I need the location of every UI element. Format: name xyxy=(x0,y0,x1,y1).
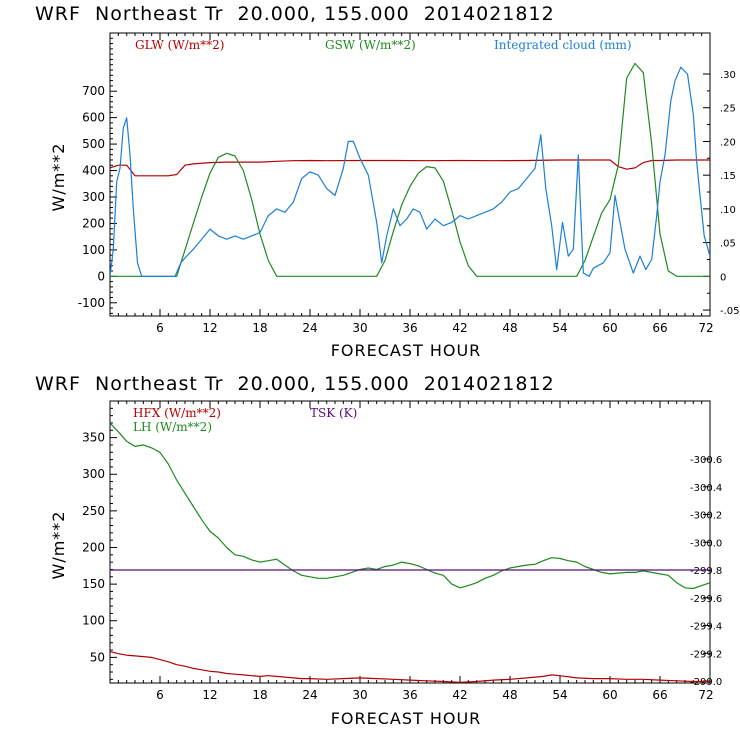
y2-tick-label: -299.2 xyxy=(690,649,722,660)
chart-title: WRF Northeast Tr 20.000, 155.000 2014021… xyxy=(35,3,555,25)
y-tick-label: 300 xyxy=(82,190,105,204)
x-tick-label: 30 xyxy=(352,688,367,702)
y2-tick-label: .20 xyxy=(720,137,736,148)
series-line-red xyxy=(110,650,710,683)
x-tick-label: 54 xyxy=(552,688,567,702)
x-tick-label: 48 xyxy=(502,688,517,702)
x-tick-label: 36 xyxy=(402,688,417,702)
y-tick-label: 300 xyxy=(82,467,105,481)
y2-tick-label: -299.4 xyxy=(690,622,722,633)
legend-gsw: GSW (W/m**2) xyxy=(325,38,416,52)
y-tick-label: 100 xyxy=(82,243,105,257)
y-tick-label: 0 xyxy=(97,269,105,283)
y2-tick-label: -300.4 xyxy=(690,483,722,494)
y2-tick-label: -299.8 xyxy=(690,566,722,577)
y2-tick-label: .25 xyxy=(720,104,736,115)
y-tick-label: 500 xyxy=(82,137,105,151)
y2-tick-label: 0 xyxy=(720,272,726,283)
y2-tick-label: -.05 xyxy=(720,306,740,317)
y-tick-label: 250 xyxy=(82,504,105,518)
y-axis-label: W/m**2 xyxy=(49,143,68,212)
y-tick-label: 350 xyxy=(82,431,105,445)
panel-bottom: WRF Northeast Tr 20.000, 155.000 2014021… xyxy=(35,373,722,728)
x-tick-label: 60 xyxy=(602,321,617,335)
x-tick-label: 12 xyxy=(202,688,217,702)
x-tick-label: 66 xyxy=(652,688,667,702)
x-tick-label: 18 xyxy=(252,688,267,702)
legend-cloud: Integrated cloud (mm) xyxy=(494,38,632,52)
x-tick-label: 72 xyxy=(698,321,713,335)
y2-tick-label: .15 xyxy=(720,171,736,182)
series-line-green xyxy=(110,62,710,277)
x-tick-label: 36 xyxy=(402,321,417,335)
x-tick-label: 24 xyxy=(302,321,317,335)
legend-tsk: TSK (K) xyxy=(310,406,357,420)
x-axis-label: FORECAST HOUR xyxy=(331,709,482,728)
x-tick-label: 6 xyxy=(156,321,164,335)
x-tick-label: 60 xyxy=(602,688,617,702)
x-tick-label: 66 xyxy=(652,321,667,335)
series-line-green xyxy=(110,422,710,590)
x-tick-label: 42 xyxy=(452,321,467,335)
y-tick-label: 50 xyxy=(90,650,105,664)
series-line-red xyxy=(110,159,710,177)
legend-lh: LH (W/m**2) xyxy=(133,420,212,434)
x-tick-label: 48 xyxy=(502,321,517,335)
x-tick-label: 12 xyxy=(202,321,217,335)
y2-tick-label: -299.0 xyxy=(690,677,722,688)
y-tick-label: 400 xyxy=(82,164,105,178)
y2-tick-label: .05 xyxy=(720,239,736,250)
legend-glw: GLW (W/m**2) xyxy=(135,38,224,52)
plot-frame xyxy=(109,400,711,684)
x-tick-label: 30 xyxy=(352,321,367,335)
y2-tick-label: -299.6 xyxy=(690,594,722,605)
y-tick-label: 200 xyxy=(82,216,105,230)
y2-tick-label: -300.0 xyxy=(690,538,722,549)
series-line-blue xyxy=(110,66,710,277)
x-tick-label: 6 xyxy=(156,688,164,702)
x-tick-label: 42 xyxy=(452,688,467,702)
y-tick-label: 600 xyxy=(82,111,105,125)
y-axis-label: W/m**2 xyxy=(49,511,68,580)
y-tick-label: 200 xyxy=(82,540,105,554)
y-tick-label: -100 xyxy=(78,296,105,310)
chart-title: WRF Northeast Tr 20.000, 155.000 2014021… xyxy=(35,373,555,395)
y2-tick-label: .30 xyxy=(720,70,736,81)
panel-top: WRF Northeast Tr 20.000, 155.000 2014021… xyxy=(35,3,740,360)
y2-tick-label: -300.2 xyxy=(690,511,722,522)
x-tick-label: 72 xyxy=(698,688,713,702)
y-tick-label: 100 xyxy=(82,614,105,628)
x-tick-label: 18 xyxy=(252,321,267,335)
x-tick-label: 54 xyxy=(552,321,567,335)
y-tick-label: 700 xyxy=(82,84,105,98)
x-tick-label: 24 xyxy=(302,688,317,702)
y-tick-label: 150 xyxy=(82,577,105,591)
x-axis-label: FORECAST HOUR xyxy=(331,341,482,360)
legend-hfx: HFX (W/m**2) xyxy=(133,406,221,420)
plot-frame xyxy=(109,32,711,317)
y2-tick-label: -300.6 xyxy=(690,455,722,466)
y2-tick-label: .10 xyxy=(720,205,736,216)
